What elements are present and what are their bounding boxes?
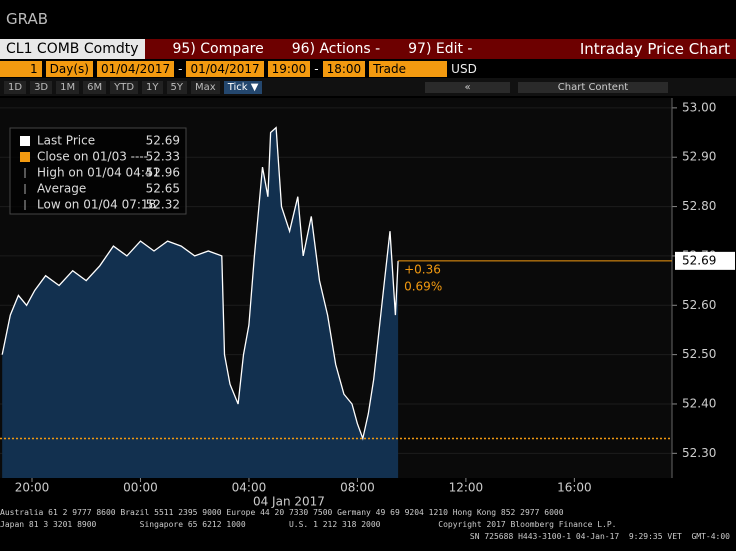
change: +0.36 (404, 262, 441, 276)
y-tick-label: 52.80 (682, 199, 716, 213)
setting[interactable]: 01/04/2017 (96, 61, 175, 77)
legend-value: 52.33 (146, 150, 180, 164)
settings-bar: 1 Day(s) 01/04/2017-01/04/2017 19:00-18:00 T… (0, 60, 736, 78)
x-tick-label: 12:00 (449, 481, 484, 495)
setting[interactable]: - (178, 62, 183, 76)
last-price-box (675, 251, 735, 270)
legend-name: Low on 01/04 07:18 (37, 198, 156, 212)
setting[interactable]: 19:00 (267, 61, 311, 77)
range-button[interactable]: Max (191, 80, 220, 94)
menu[interactable]: 96) Actions - (291, 41, 381, 57)
range-bar: « Chart Content 1D 3D 1M 6M YTD 1Y 5Y Max Tick ▼ (0, 78, 736, 96)
range-button[interactable]: 5Y (166, 80, 188, 94)
function-title: Intraday Price Chart (579, 40, 730, 58)
x-tick-label: 00:00 (123, 481, 158, 495)
ticker[interactable]: CL1 COMB Comdty (0, 39, 145, 59)
legend-name: High on 01/04 04:41 (37, 166, 160, 180)
x-axis-label: 04 Jan 2017 (253, 495, 325, 509)
line (1, 126, 399, 441)
range-button[interactable]: 1M (56, 80, 80, 94)
legend-name: Last Price (37, 134, 95, 148)
chart-content[interactable]: Chart Content (518, 81, 668, 93)
title: GRAB (6, 10, 48, 28)
legend-value: 52.32 (146, 198, 180, 212)
range-button[interactable]: 1Y (142, 80, 163, 94)
toolbar: CL1 COMB Comdty 95) Compare 96) Actions … (0, 39, 736, 59)
change-pct: 0.69% (404, 279, 442, 293)
x-tick-label: 16:00 (557, 481, 592, 495)
y-tick-label: 52.50 (682, 347, 716, 361)
footer-line: SN 725688 H443-3100-1 04-Jan-17 9:29:35 … (469, 532, 730, 541)
legend-box (9, 127, 187, 215)
range-button[interactable]: 6M (83, 80, 107, 94)
y-tick-label: 52.30 (682, 446, 716, 460)
legend-name: Close on 01/03 ---- (37, 150, 148, 164)
setting[interactable]: 01/04/2017 (186, 61, 264, 77)
setting[interactable]: - (314, 62, 319, 76)
x-tick-label: 20:00 (15, 481, 50, 495)
top-bar: GRAB (0, 0, 736, 38)
footer-line: Australia 61 2 9777 8600 Brazil 5511 239… (0, 508, 564, 517)
legend-value: 52.65 (146, 182, 180, 196)
y-tick-label: 52.90 (682, 150, 716, 164)
legend-value: 52.96 (146, 166, 180, 180)
setting[interactable]: 1 (0, 61, 42, 77)
footer-line: Japan 81 3 3201 8900 Singapore 65 6212 1… (0, 520, 617, 529)
menu[interactable]: 95) Compare (172, 41, 264, 57)
y-tick-label: 53.00 (682, 100, 716, 114)
setting[interactable]: Day(s) (45, 61, 93, 77)
last-price-label: 52.69 (682, 253, 716, 267)
range-button[interactable]: 3D (30, 80, 53, 94)
y-tick-label: 52.60 (682, 298, 716, 312)
setting[interactable]: 18:00 (322, 61, 366, 77)
x-tick-label: 08:00 (340, 481, 375, 495)
menu[interactable]: 97) Edit - (408, 41, 473, 57)
legend-value: 52.69 (146, 134, 180, 148)
legend-name: Average (37, 182, 86, 196)
chart: 52.3052.4052.5052.6052.7052.8052.9053.00… (0, 98, 735, 509)
x-tick-label: 04:00 (232, 481, 267, 495)
legend-swatch (20, 152, 30, 162)
y-tick-label: 52.40 (682, 396, 716, 410)
setting[interactable]: Trade (369, 61, 448, 77)
nav-back[interactable]: « (425, 81, 510, 93)
setting[interactable]: USD (451, 62, 477, 76)
range-button[interactable]: 1D (4, 80, 27, 94)
range-button[interactable]: YTD (110, 80, 139, 94)
range-button[interactable]: Tick ▼ (223, 80, 263, 94)
legend-swatch (20, 136, 30, 146)
